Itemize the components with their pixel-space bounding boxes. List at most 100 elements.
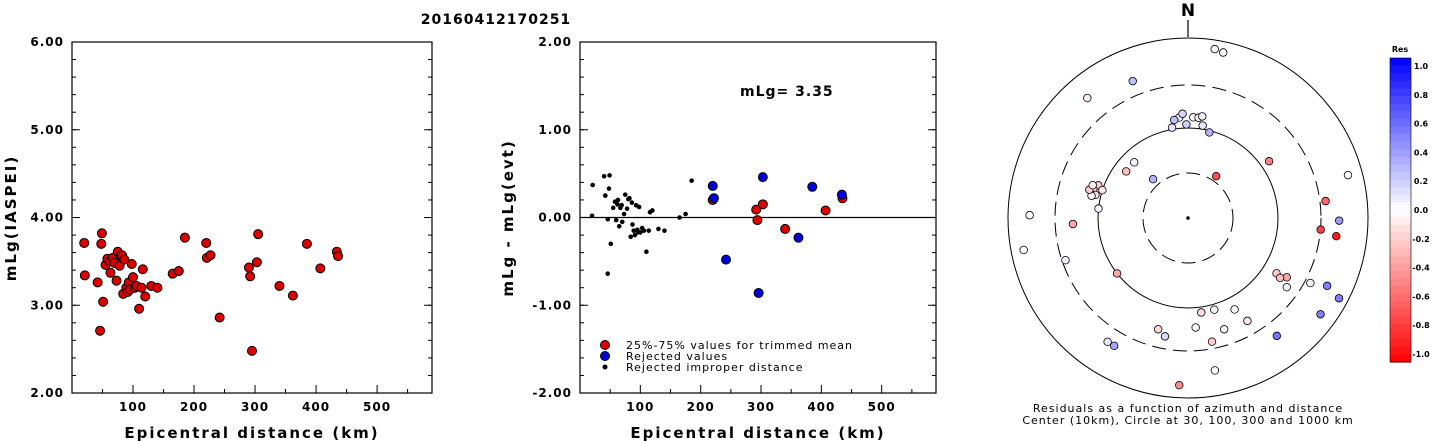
magnitude-point: [301, 238, 312, 249]
colorbar-segment: [1390, 141, 1411, 150]
x-tick-label: 500: [363, 400, 391, 414]
colorbar-frame: [1389, 57, 1412, 363]
colorbar-tick-label: 0.2: [1414, 177, 1428, 186]
colorbar-segment: [1390, 65, 1411, 74]
residual-point: [607, 173, 612, 178]
colorbar-tick-label: -1.0: [1412, 350, 1430, 359]
magnitude-point: [214, 312, 225, 323]
colorbar-tick-label: -0.2: [1412, 235, 1430, 244]
station-residual-point: [1243, 316, 1252, 326]
residual-point: [621, 211, 627, 217]
residual-vs-distance-panel: mLg - mLg(evt) Epicentral distance (km) …: [499, 35, 937, 441]
x-tick-label: 400: [302, 400, 330, 414]
residual-point: [677, 215, 682, 220]
magnitude-point: [95, 325, 106, 336]
residual-colorbar: Res 1.0 0.8 0.6 0.4 0.2 0.0 -0.2 -0.4 -0.6 -0.8 -1…: [1389, 45, 1430, 363]
station-residual-point: [1321, 196, 1330, 206]
magnitude-point: [92, 277, 103, 288]
magnitude-point: [128, 272, 139, 283]
station-residual-point: [1160, 332, 1170, 341]
legend-marker-rejected: [600, 351, 610, 361]
residual-point: [601, 173, 607, 179]
station-residual-point: [1264, 157, 1274, 166]
residual-point: [590, 182, 595, 188]
legend-label-trimmed-mean: 25%-75% values for trimmed mean: [626, 339, 853, 352]
legend-marker-trimmed-mean: [600, 340, 610, 350]
ring-30km: [1142, 172, 1234, 264]
magnitude-point: [251, 257, 262, 268]
residual-point: [662, 228, 667, 233]
residual-point: [627, 195, 632, 201]
residual-point: [624, 206, 630, 212]
station-residual-point: [1316, 225, 1325, 234]
magnitude-point: [136, 282, 147, 293]
station-residual-point: [1128, 76, 1137, 86]
colorbar-segment: [1390, 324, 1411, 333]
station-residual-point: [1205, 128, 1214, 137]
station-residual-point: [1148, 175, 1158, 184]
residual-x-axis-label: Epicentral distance (km): [630, 424, 885, 441]
residual-point: [608, 241, 614, 247]
station-residual-point: [1210, 44, 1219, 54]
magnitude-point: [274, 280, 285, 291]
residual-point: [683, 211, 688, 217]
residual-point: [757, 199, 768, 210]
y-tick-label: -2.00: [532, 386, 572, 400]
x-tick-label: 500: [868, 400, 896, 414]
residual-point: [708, 193, 719, 204]
colorbar-segment: [1390, 270, 1411, 279]
y-tick-label: 5.00: [30, 123, 64, 137]
colorbar-segment: [1390, 331, 1411, 340]
station-residual-point: [1197, 308, 1206, 317]
colorbar-segment: [1390, 179, 1411, 188]
legend: 25%-75% values for trimmed mean Rejected…: [600, 339, 853, 374]
station-residual-point: [1230, 305, 1239, 314]
residual-point: [619, 219, 625, 225]
colorbar-tick-label: 1.0: [1414, 62, 1429, 71]
magnitude-point: [243, 262, 254, 273]
legend-label-rejected: Rejected values: [626, 350, 728, 363]
magnitude-x-axis-label: Epicentral distance (km): [124, 424, 379, 441]
x-tick-label: 300: [241, 400, 269, 414]
colorbar-segment: [1390, 225, 1411, 234]
y-tick-label: 2.00: [30, 386, 64, 400]
station-residual-point: [1094, 204, 1103, 213]
residual-point: [650, 208, 655, 213]
magnitude-point: [253, 229, 264, 240]
legend-marker-improper-distance: [602, 364, 608, 370]
colorbar-segment: [1390, 194, 1411, 203]
magnitude-point: [152, 282, 163, 293]
station-residual-point: [1332, 232, 1341, 241]
residual-point: [707, 180, 718, 191]
residual-point: [610, 205, 616, 211]
colorbar-segment: [1390, 316, 1411, 325]
station-residual-point: [1218, 48, 1228, 57]
colorbar-segment: [1390, 248, 1411, 257]
ring-300km: [1054, 84, 1322, 352]
residual-point: [629, 200, 635, 205]
residual-point: [615, 197, 621, 203]
station-residual-point: [1121, 167, 1131, 176]
station-residual-point: [1282, 282, 1291, 292]
colorbar-segment: [1390, 346, 1411, 355]
station-residual-point: [1334, 294, 1344, 303]
y-tick-label: 2.00: [538, 35, 572, 49]
colorbar-tick-label: 0.8: [1414, 91, 1429, 100]
magnitude-y-axis-label: mLg(IASPEI): [2, 155, 20, 281]
magnitude-point: [105, 267, 116, 278]
colorbar-segment: [1390, 202, 1411, 211]
residual-point: [638, 230, 643, 235]
x-tick-label: 200: [180, 400, 208, 414]
colorbar-segment: [1390, 156, 1411, 165]
station-residual-point: [1103, 337, 1112, 346]
colorbar-title: Res: [1392, 45, 1409, 54]
y-tick-label: -1.00: [532, 298, 572, 312]
event-title: 20160412170251: [421, 12, 571, 28]
colorbar-segment: [1390, 164, 1411, 173]
magnitude-point: [126, 259, 137, 270]
magnitude-point: [315, 263, 326, 274]
magnitude-point: [98, 296, 109, 307]
colorbar-tick-label: 0.0: [1414, 206, 1429, 215]
station-residual-point: [1316, 310, 1325, 319]
